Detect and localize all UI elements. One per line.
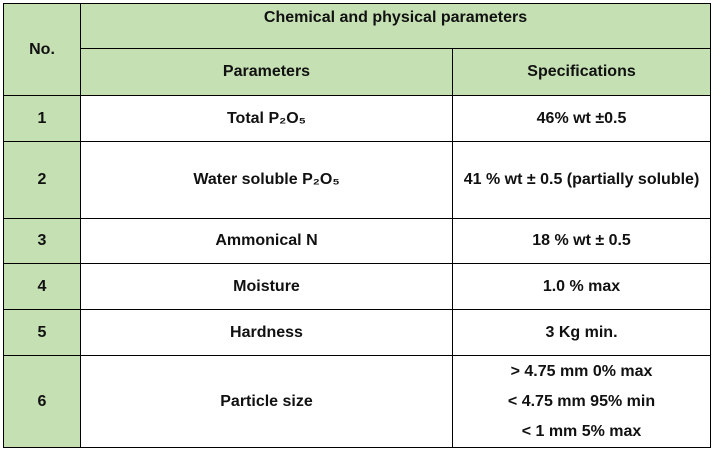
row-number: 2	[3, 141, 81, 219]
specification: > 4.75 mm 0% max < 4.75 mm 95% min < 1 mm …	[451, 355, 712, 448]
parameters-table: No. Chemical and physical parameters Par…	[3, 3, 712, 448]
parameter: Ammonical N	[80, 218, 453, 264]
row-number: 4	[3, 263, 81, 310]
parameter: Moisture	[80, 263, 453, 310]
specification-line: > 4.75 mm 0% max	[510, 362, 653, 380]
table-row: 1 Total P₂O₅ 46% wt ±0.5	[3, 95, 712, 142]
column-header: Parameters	[80, 48, 453, 96]
table-row: 2 Water soluble P₂O₅ 41 % wt ± 0.5 (partia…	[3, 141, 712, 219]
table-row: 3 Ammonical N 18 % wt ± 0.5	[3, 218, 712, 264]
column-header: Specifications	[451, 48, 712, 96]
specification: 41 % wt ± 0.5 (partially soluble)	[451, 141, 712, 219]
parameter: Total P₂O₅	[80, 95, 453, 142]
table-body: No. Chemical and physical parameters Par…	[3, 3, 712, 448]
table-row: 4 Moisture 1.0 % max	[3, 263, 712, 310]
specification: 46% wt ±0.5	[451, 95, 712, 142]
specification: 3 Kg min.	[451, 309, 712, 356]
row-number: 6	[3, 355, 81, 448]
parameter: Particle size	[80, 355, 453, 448]
header-row: No. Chemical and physical parameters	[3, 3, 712, 96]
row-number: 1	[3, 95, 81, 142]
parameter: Hardness	[80, 309, 453, 356]
table-row: 5 Hardness 3 Kg min.	[3, 309, 712, 356]
table-row: 6 Particle size > 4.75 mm 0% max < 4.75 mm …	[3, 355, 712, 448]
no-header: No.	[3, 3, 81, 96]
group-title: Chemical and physical parameters	[79, 3, 712, 49]
row-number: 5	[3, 309, 81, 356]
specification: 18 % wt ± 0.5	[451, 218, 712, 264]
row-number: 3	[3, 218, 81, 264]
specification-line: < 1 mm 5% max	[521, 422, 642, 440]
parameter: Water soluble P₂O₅	[80, 141, 453, 219]
specification: 1.0 % max	[451, 263, 712, 310]
header-row: Parameters Specifications	[4, 48, 712, 96]
specification-line: < 4.75 mm 95% min	[507, 392, 656, 410]
